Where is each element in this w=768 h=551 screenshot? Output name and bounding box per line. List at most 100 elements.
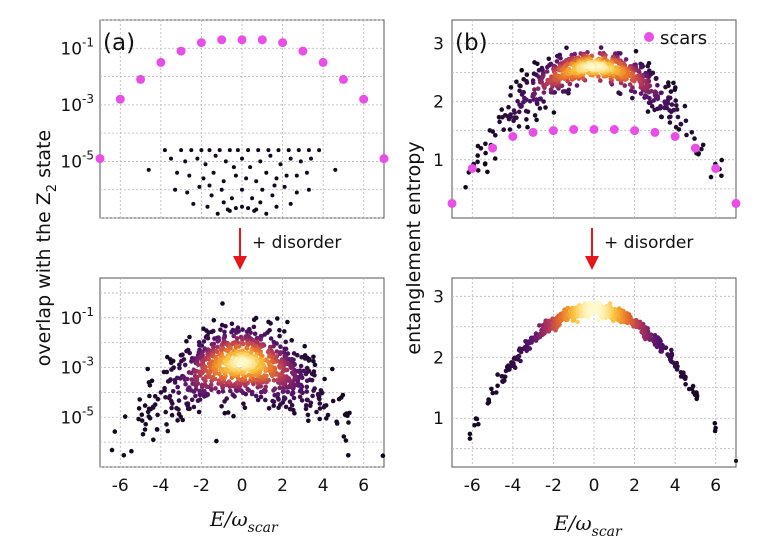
eigenstate-point [222, 410, 227, 416]
eigenstate-point [543, 105, 548, 110]
eigenstate-point [512, 365, 518, 371]
eigenstate-point [122, 414, 128, 419]
eigenstate-point [475, 159, 480, 165]
eigenstate-point [216, 378, 222, 383]
eigenstate-point [277, 333, 282, 339]
legend-marker-scars [644, 32, 654, 42]
eigenstate-point [175, 170, 180, 175]
eigenstate-point [236, 367, 242, 372]
eigenstate-point [544, 69, 550, 74]
ytick-label: 10-5 [60, 404, 94, 428]
eigenstate-point [532, 87, 537, 92]
eigenstate-point [514, 79, 519, 85]
eigenstate-point [508, 85, 514, 90]
eigenstate-point [290, 390, 295, 395]
scar-point [589, 125, 599, 134]
eigenstate-point [275, 395, 281, 401]
eigenstate-point [483, 141, 488, 147]
xtick-label: 0 [589, 476, 600, 496]
eigenstate-point [678, 374, 684, 379]
eigenstate-point [317, 416, 323, 422]
eigenstate-point [262, 373, 267, 378]
eigenstate-point [537, 106, 543, 111]
eigenstate-point [278, 344, 283, 350]
eigenstate-point [272, 183, 277, 188]
xtick-label: -2 [193, 476, 210, 496]
eigenstate-point [240, 341, 246, 347]
eigenstate-point [712, 428, 718, 434]
xtick-label: 4 [318, 476, 329, 496]
eigenstate-point [266, 377, 272, 383]
eigenstate-point [233, 206, 238, 211]
eigenstate-point [231, 165, 236, 170]
eigenstate-point [499, 107, 505, 112]
eigenstate-point [489, 386, 494, 392]
eigenstate-point [266, 148, 271, 153]
eigenstate-point [616, 61, 622, 66]
eigenstate-point [282, 329, 287, 334]
eigenstate-point [672, 87, 678, 92]
eigenstate-point [263, 397, 268, 403]
eigenstate-point [240, 156, 244, 161]
scar-point [528, 127, 538, 137]
eigenstate-point [532, 91, 537, 96]
eigenstate-point [304, 170, 309, 175]
eigenstate-point [302, 356, 308, 361]
eigenstate-point [299, 398, 305, 403]
eigenstate-point [630, 85, 635, 90]
eigenstate-point [274, 349, 280, 354]
eigenstate-point [263, 384, 269, 390]
eigenstate-point [652, 89, 658, 94]
eigenstate-point [151, 437, 156, 443]
eigenstate-point [622, 83, 628, 88]
eigenstate-point [189, 377, 194, 382]
eigenstate-point [245, 386, 250, 392]
eigenstate-point [321, 405, 327, 410]
eigenstate-point [258, 337, 264, 342]
eigenstate-point [175, 384, 180, 390]
eigenstate-point [211, 328, 216, 334]
eigenstate-point [534, 117, 539, 123]
eigenstate-point [310, 393, 315, 399]
eigenstate-point [518, 83, 523, 89]
eigenstate-point [252, 208, 257, 213]
eigenstate-point [663, 84, 668, 90]
eigenstate-point [304, 389, 310, 394]
xlabel-right: E/ωscar [553, 511, 623, 540]
eigenstate-point [678, 370, 684, 375]
eigenstate-point [169, 412, 175, 418]
eigenstate-point [185, 401, 191, 406]
eigenstate-point [181, 357, 187, 362]
eigenstate-point [254, 377, 259, 382]
eigenstate-point [193, 393, 198, 399]
eigenstate-point [233, 173, 238, 178]
eigenstate-point [211, 318, 217, 323]
eigenstate-point [472, 422, 477, 428]
eigenstate-point [492, 156, 498, 161]
eigenstate-point [276, 148, 281, 153]
eigenstate-point [210, 374, 216, 380]
eigenstate-point [225, 410, 231, 415]
eigenstate-point [649, 88, 654, 94]
eigenstate-point [208, 362, 213, 368]
eigenstate-point [683, 382, 688, 387]
scar-point [95, 154, 105, 164]
eigenstate-point [277, 363, 282, 369]
disorder-label-b: + disorder [604, 233, 693, 253]
ytick-label: 2 [433, 348, 444, 368]
eigenstate-point [639, 329, 644, 335]
eigenstate-point [712, 421, 718, 426]
eigenstate-point [248, 165, 253, 170]
eigenstate-point [287, 399, 293, 405]
eigenstate-point [303, 403, 309, 408]
eigenstate-point [207, 183, 212, 188]
eigenstate-point [167, 393, 173, 399]
eigenstate-point [535, 61, 540, 67]
eigenstate-point [554, 59, 560, 64]
eigenstate-point [692, 136, 697, 141]
eigenstate-point [306, 358, 312, 363]
eigenstate-point [233, 345, 239, 350]
xtick-label: -6 [112, 476, 129, 496]
eigenstate-point [525, 124, 530, 130]
eigenstate-point [207, 148, 212, 153]
